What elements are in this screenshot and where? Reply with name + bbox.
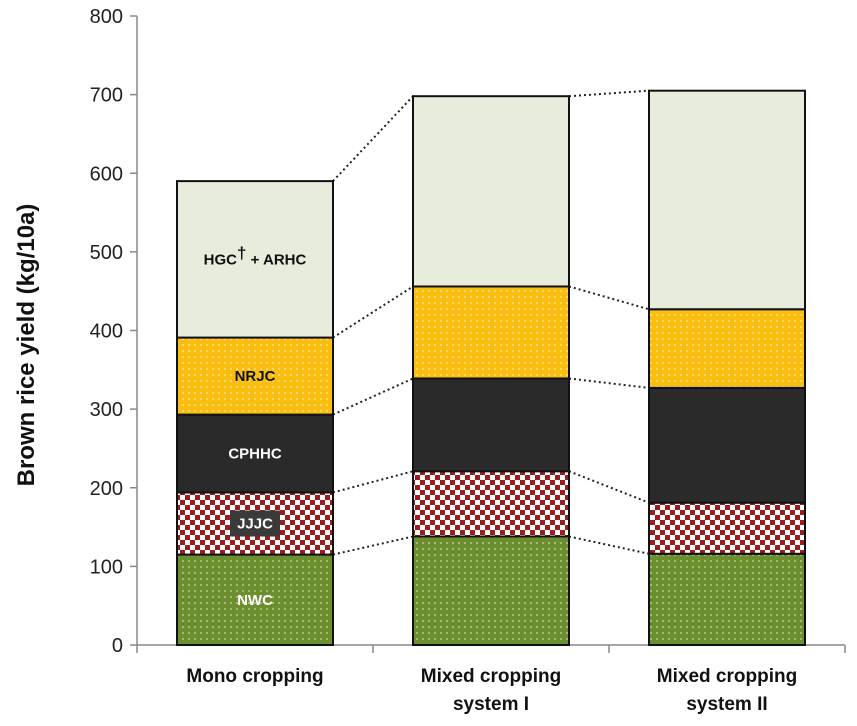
axes: 0 100 200 300 400 500 600 700 800 — [90, 6, 846, 657]
bar-segment — [412, 535, 570, 646]
segment-label: NWC — [237, 592, 273, 609]
y-tick-label: 400 — [90, 321, 123, 343]
connector-line — [332, 285, 414, 339]
category-labels: Mono cropping Mixed cropping system I Mixed… — [186, 666, 797, 715]
y-tick-label: 0 — [112, 635, 123, 657]
connector-line — [568, 535, 650, 555]
connector-line — [568, 285, 650, 311]
connector-lines — [332, 89, 650, 556]
connector-line — [568, 89, 650, 98]
y-tick-label: 700 — [90, 85, 123, 107]
x-category-label: system I — [453, 694, 529, 715]
y-tick-label: 800 — [90, 6, 123, 28]
x-category-label: system II — [686, 694, 767, 715]
bar-segment — [176, 180, 334, 339]
x-category-label: Mono cropping — [186, 666, 323, 687]
bar-segment — [176, 336, 334, 416]
segment-label: NRJC — [235, 368, 276, 385]
bar-segment — [412, 377, 570, 473]
bar-segment — [648, 308, 806, 389]
connector-line — [332, 535, 414, 556]
segment-label: HGC† + ARHC — [204, 243, 307, 268]
connector-line — [332, 377, 414, 416]
segment-label: JJJC — [237, 516, 273, 533]
connector-line — [332, 95, 414, 182]
y-tick-label: 300 — [90, 399, 123, 421]
connector-line — [332, 470, 414, 494]
connector-line — [568, 470, 650, 504]
y-tick-label: 600 — [90, 163, 123, 185]
connector-line — [568, 377, 650, 389]
y-tick-label: 100 — [90, 556, 123, 578]
bar-segment — [648, 552, 806, 646]
bar-segment — [176, 553, 334, 646]
y-tick-label: 200 — [90, 478, 123, 500]
y-tick-label: 500 — [90, 242, 123, 264]
bar-segment — [412, 95, 570, 288]
bar-segment — [412, 470, 570, 538]
bar-segment — [648, 501, 806, 555]
bar-segment — [648, 386, 806, 504]
x-category-label: Mixed cropping — [657, 666, 797, 687]
segment-label: CPHHC — [228, 446, 282, 463]
bar-segment — [648, 89, 806, 311]
bars — [176, 89, 806, 646]
x-category-label: Mixed cropping — [421, 666, 561, 687]
bar-segment — [176, 413, 334, 494]
segment-label-bg — [230, 510, 280, 537]
bar-segment — [412, 285, 570, 380]
y-axis-label: Brown rice yield (kg/10a) — [13, 204, 40, 487]
segment-labels: NWC JJJC CPHHC NRJC HGC† + ARHC — [204, 243, 307, 608]
